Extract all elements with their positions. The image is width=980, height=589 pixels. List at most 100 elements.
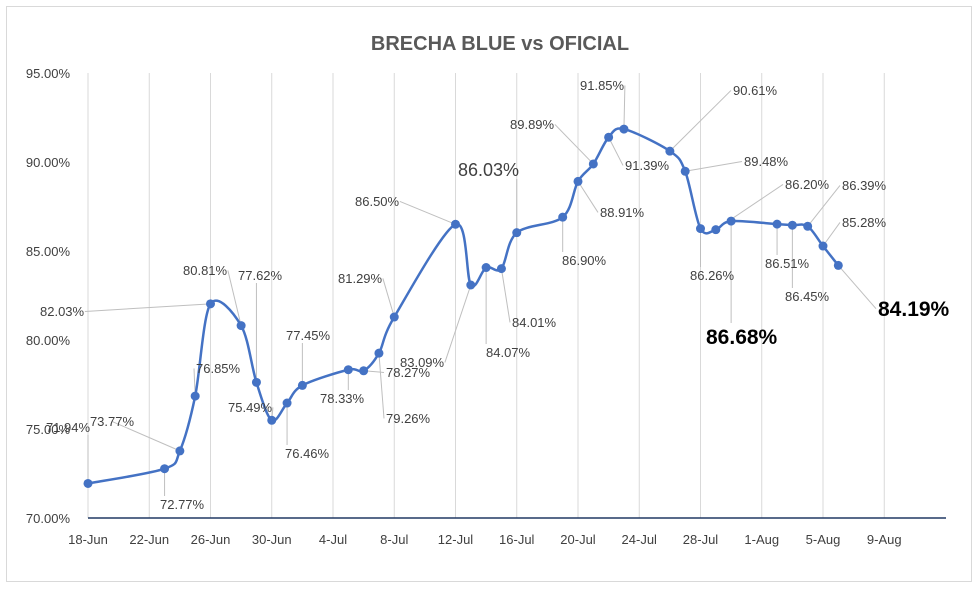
data-label: 90.61% bbox=[733, 83, 778, 98]
data-point bbox=[343, 365, 353, 375]
data-point bbox=[665, 146, 675, 156]
x-tick-label: 12-Jul bbox=[438, 532, 474, 547]
data-point bbox=[496, 264, 506, 274]
data-label: 77.62% bbox=[238, 268, 283, 283]
leader-line bbox=[378, 353, 385, 419]
data-point bbox=[696, 224, 705, 234]
data-label: 86.20% bbox=[785, 177, 830, 192]
leader-line bbox=[577, 181, 599, 213]
data-label: 91.39% bbox=[625, 158, 670, 173]
data-point bbox=[175, 446, 185, 456]
data-point bbox=[833, 260, 843, 270]
data-label: 76.85% bbox=[196, 361, 241, 376]
y-tick-label: 80.00% bbox=[26, 333, 71, 348]
data-labels: 71.94% 72.77% 73.77% 76.85% 82.03% 80.81% 77.6… bbox=[40, 78, 950, 512]
x-tick-label: 18-Jun bbox=[68, 532, 108, 547]
leader-line bbox=[554, 124, 594, 165]
x-tick-label: 22-Jun bbox=[129, 532, 169, 547]
data-point bbox=[818, 241, 828, 251]
data-point bbox=[190, 391, 200, 401]
data-point bbox=[451, 219, 460, 229]
data-label: 91.85% bbox=[580, 78, 625, 93]
y-axis-ticks: 70.00% 75.00% 80.00% 85.00% 90.00% 95.00% bbox=[26, 66, 71, 526]
y-tick-label: 90.00% bbox=[26, 155, 71, 170]
data-point bbox=[573, 176, 583, 186]
data-point bbox=[359, 366, 369, 376]
data-point bbox=[236, 321, 246, 331]
data-label: 89.89% bbox=[510, 117, 555, 132]
data-label: 76.46% bbox=[285, 446, 330, 461]
x-tick-label: 24-Jul bbox=[622, 532, 658, 547]
data-point bbox=[803, 221, 813, 231]
data-point bbox=[726, 216, 736, 226]
data-label: 83.09% bbox=[400, 355, 445, 370]
data-point bbox=[160, 464, 170, 474]
x-tick-label: 1-Aug bbox=[744, 532, 779, 547]
data-point bbox=[374, 348, 384, 358]
y-tick-label: 70.00% bbox=[26, 511, 71, 526]
data-label: 82.03% bbox=[40, 304, 85, 319]
series-line bbox=[87, 127, 840, 485]
x-tick-label: 16-Jul bbox=[499, 532, 535, 547]
leader-line bbox=[500, 268, 511, 323]
leader-line bbox=[822, 222, 841, 247]
leader-line bbox=[807, 185, 841, 227]
data-label: 80.81% bbox=[183, 263, 228, 278]
leader-line bbox=[399, 200, 456, 225]
data-point bbox=[680, 166, 690, 176]
chart-title: BRECHA BLUE vs OFICIAL bbox=[371, 33, 629, 55]
data-label: 84.19% bbox=[878, 298, 950, 321]
data-label: 75.49% bbox=[228, 400, 273, 415]
data-point bbox=[466, 280, 476, 290]
data-label: 73.77% bbox=[90, 414, 135, 429]
data-point bbox=[711, 225, 721, 235]
leader-line bbox=[382, 278, 395, 318]
data-label: 86.39% bbox=[842, 178, 887, 193]
x-tick-label: 5-Aug bbox=[806, 532, 841, 547]
data-label: 86.03% bbox=[458, 160, 519, 180]
data-label: 86.45% bbox=[785, 289, 830, 304]
leader-line bbox=[685, 160, 743, 172]
x-tick-label: 28-Jul bbox=[683, 532, 719, 547]
label-leader-lines bbox=[84, 85, 877, 496]
data-point bbox=[558, 212, 568, 222]
data-label: 86.68% bbox=[706, 326, 778, 349]
leader-line bbox=[837, 265, 877, 309]
leader-line bbox=[111, 420, 181, 452]
x-tick-label: 20-Jul bbox=[560, 532, 596, 547]
data-point bbox=[251, 377, 261, 387]
leader-line bbox=[227, 270, 242, 326]
y-tick-label: 95.00% bbox=[26, 66, 71, 81]
data-label: 86.51% bbox=[765, 256, 810, 271]
data-label: 71.94% bbox=[46, 420, 91, 435]
data-point bbox=[619, 124, 629, 134]
data-label: 78.27% bbox=[386, 365, 431, 380]
leader-line bbox=[608, 137, 624, 166]
data-point bbox=[787, 220, 797, 230]
data-point bbox=[83, 478, 93, 488]
data-label: 86.50% bbox=[355, 194, 400, 209]
leader-line bbox=[669, 90, 732, 152]
data-point bbox=[588, 159, 598, 169]
data-label: 81.29% bbox=[338, 271, 383, 286]
data-label: 86.90% bbox=[562, 253, 607, 268]
data-point bbox=[481, 263, 491, 273]
data-point bbox=[206, 299, 215, 309]
data-label: 86.26% bbox=[690, 268, 735, 283]
leader-line bbox=[444, 284, 472, 363]
data-label: 78.33% bbox=[320, 391, 365, 406]
x-tick-label: 4-Jul bbox=[319, 532, 347, 547]
data-point bbox=[512, 228, 522, 238]
x-tick-label: 8-Jul bbox=[380, 532, 408, 547]
data-point bbox=[267, 415, 277, 425]
data-label: 77.45% bbox=[286, 328, 331, 343]
data-label: 84.07% bbox=[486, 345, 531, 360]
data-label: 72.77% bbox=[160, 497, 205, 512]
data-point bbox=[772, 219, 782, 229]
x-tick-label: 26-Jun bbox=[191, 532, 231, 547]
leader-line bbox=[84, 303, 211, 312]
data-point bbox=[297, 380, 307, 390]
x-axis-ticks: 18-Jun 22-Jun 26-Jun 30-Jun 4-Jul 8-Jul 12-Jul… bbox=[68, 532, 901, 547]
y-tick-label: 75.00% bbox=[26, 422, 71, 437]
